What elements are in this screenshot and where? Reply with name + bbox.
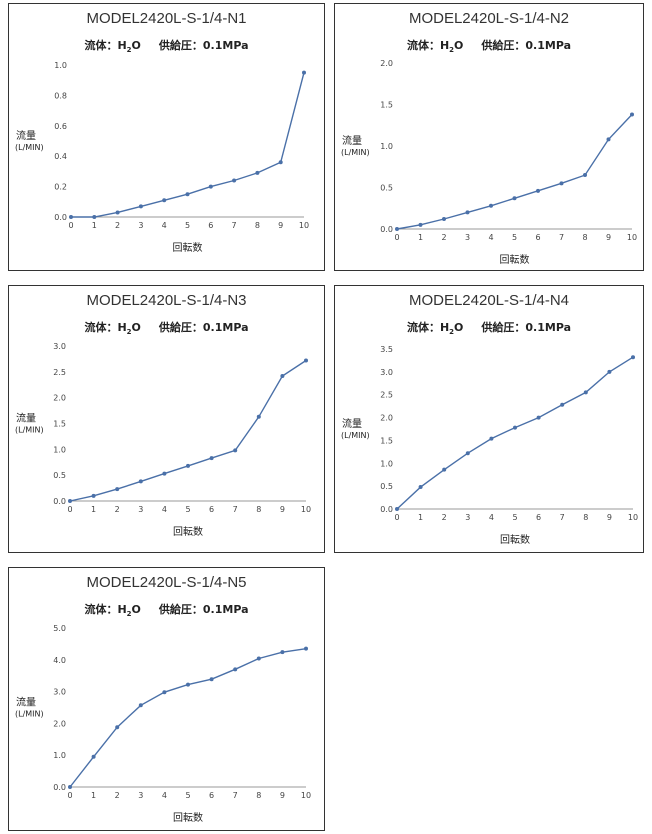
fluid-label: 流体：	[84, 321, 118, 334]
fluid-h: H	[117, 39, 127, 52]
chart-subtitle: 流体：H2O 供給圧：0.1MPa	[335, 37, 643, 54]
chart-panel-4: MODEL2420L-S-1/4-N4 流体：H2O 供給圧：0.1MPa	[334, 285, 644, 553]
chart-title: MODEL2420L-S-1/4-N2	[408, 10, 570, 27]
fluid-label: 流体：	[84, 39, 118, 52]
fluid-sub: 2	[449, 46, 455, 55]
chart-title: MODEL2420L-S-1/4-N3	[86, 292, 247, 309]
pressure-label: 供給圧：0.1MPa	[481, 321, 572, 334]
pressure-label: 供給圧：0.1MPa	[158, 39, 249, 52]
chart-panel-1: MODEL2420L-S-1/4-N1 流体：H2O 供給圧：0.1MPa	[8, 3, 325, 271]
fluid-o: O	[454, 321, 464, 334]
fluid-label: 流体：	[406, 321, 440, 334]
fluid-o: O	[131, 39, 141, 52]
fluid-h: H	[117, 321, 127, 334]
fluid-sub: 2	[126, 610, 132, 619]
fluid-sub: 2	[449, 328, 455, 337]
fluid-label: 流体：	[406, 39, 440, 52]
fluid-h: H	[439, 321, 450, 334]
chart-panel-2: MODEL2420L-S-1/4-N2 流体：H2O 供給圧：0.1MPa	[334, 3, 644, 271]
chart-title: MODEL2420L-S-1/4-N4	[408, 292, 570, 309]
chart-subtitle: 流体：H2O 供給圧：0.1MPa	[9, 319, 324, 336]
fluid-o: O	[454, 39, 464, 52]
chart-subtitle: 流体：H2O 供給圧：0.1MPa	[9, 601, 324, 618]
chart-title: MODEL2420L-S-1/4-N5	[86, 574, 247, 591]
fluid-o: O	[131, 603, 141, 616]
fluid-label: 流体：	[84, 603, 118, 616]
chart-panel-5: MODEL2420L-S-1/4-N5 流体：H2O 供給圧：0.1MPa	[8, 567, 325, 831]
pressure-label: 供給圧：0.1MPa	[158, 603, 249, 616]
fluid-o: O	[131, 321, 141, 334]
chart-subtitle: 流体：H2O 供給圧：0.1MPa	[335, 319, 643, 336]
fluid-h: H	[117, 603, 127, 616]
fluid-sub: 2	[126, 328, 132, 337]
chart-panel-3: MODEL2420L-S-1/4-N3 流体：H2O 供給圧：0.1MPa	[8, 285, 325, 553]
pressure-label: 供給圧：0.1MPa	[158, 321, 249, 334]
fluid-h: H	[439, 39, 450, 52]
chart-subtitle: 流体：H2O 供給圧：0.1MPa	[9, 37, 324, 54]
fluid-sub: 2	[126, 46, 132, 55]
chart-title: MODEL2420L-S-1/4-N1	[86, 10, 247, 27]
pressure-label: 供給圧：0.1MPa	[481, 39, 572, 52]
